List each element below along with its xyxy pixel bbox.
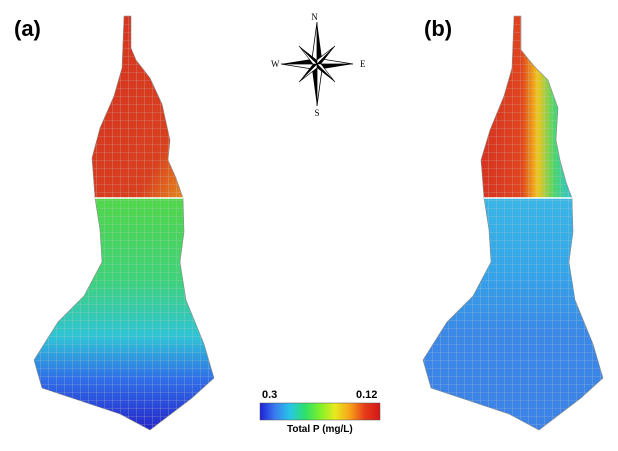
compass-east: E xyxy=(360,59,366,69)
compass-west: W xyxy=(271,59,280,69)
panel-b-label: (b) xyxy=(424,16,453,41)
colorbar-title: Total P (mg/L) xyxy=(287,424,353,435)
panel-a-map xyxy=(33,15,215,431)
compass-south: S xyxy=(314,108,319,118)
panel-b-map xyxy=(422,15,604,431)
compass-rose-icon: N S E W xyxy=(271,12,366,118)
panel-a-label: (a) xyxy=(14,16,41,41)
colorbar-max-label: 0.12 xyxy=(356,389,378,401)
colorbar xyxy=(259,402,381,421)
compass-north: N xyxy=(311,12,318,22)
colorbar-min-label: 0.3 xyxy=(262,389,278,401)
